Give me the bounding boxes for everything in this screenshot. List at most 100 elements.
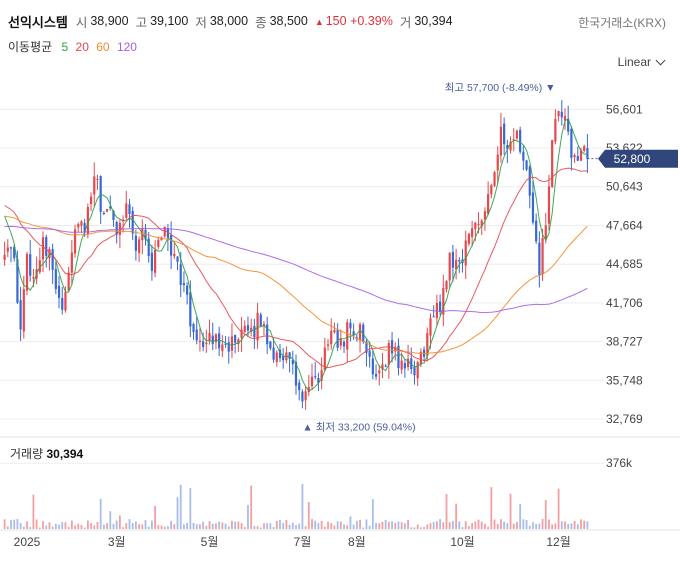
volume-bar	[224, 523, 227, 529]
ma-60-line	[4, 215, 588, 355]
volume-bar	[247, 505, 249, 529]
candle-body	[102, 212, 105, 214]
candle-body	[451, 251, 455, 268]
volume-bar	[61, 522, 64, 529]
volume-bar	[115, 520, 118, 529]
candle-body	[406, 358, 410, 367]
scale-selector[interactable]: Linear	[617, 55, 666, 69]
candle-body	[125, 203, 128, 218]
volume-bar	[362, 527, 365, 529]
volume-bar	[10, 519, 12, 529]
candle-body	[477, 224, 480, 226]
change-value: ▲ 150 +0.39%	[315, 14, 393, 28]
stock-name: 선익시스템	[8, 14, 68, 30]
ma-legend-60[interactable]: 60	[96, 40, 110, 54]
volume-bar	[452, 520, 454, 529]
volume-bar	[365, 519, 368, 529]
volume-bar	[221, 522, 224, 529]
candle-body	[310, 376, 314, 387]
volume-bar	[480, 521, 483, 529]
candle-body	[496, 154, 499, 171]
candle-body	[544, 225, 547, 239]
candle-body	[413, 367, 416, 376]
candle-body	[378, 370, 381, 374]
x-tick-label: 5월	[201, 535, 219, 549]
x-tick-label: 12월	[546, 535, 570, 549]
current-price-label: 52,800	[614, 152, 651, 166]
candle-body	[547, 186, 551, 224]
ma-20-line	[4, 167, 588, 369]
candle-body	[173, 253, 176, 257]
volume-bar	[67, 527, 70, 529]
volume-bar	[256, 526, 259, 529]
volume-bar	[532, 522, 534, 529]
candle-body	[503, 123, 506, 145]
volume-bar	[272, 526, 275, 529]
candle-body	[346, 322, 349, 350]
volume-bar	[99, 498, 102, 529]
volume-bar	[509, 493, 512, 529]
volume-bar	[131, 523, 134, 529]
volume-bar	[291, 522, 294, 529]
volume-bar	[45, 525, 48, 529]
volume-bar	[458, 521, 461, 529]
volume-bar	[333, 525, 336, 529]
candle-body	[198, 340, 202, 342]
candle-body	[499, 126, 503, 156]
scale-selector-label: Linear	[617, 55, 651, 69]
volume-bar	[327, 521, 329, 529]
candle-body	[150, 252, 154, 271]
volume-bar	[6, 526, 9, 529]
candle-body	[365, 341, 368, 353]
volume-bar	[426, 524, 429, 529]
volume-bar	[263, 523, 265, 529]
volume-bar	[179, 484, 182, 529]
volume-bar	[391, 521, 393, 529]
candle-body	[509, 141, 512, 151]
volume-bar	[387, 521, 390, 529]
volume-bar	[295, 525, 297, 529]
candle-body	[234, 334, 237, 343]
candle-body	[474, 222, 477, 230]
volume-bar	[106, 523, 108, 529]
ma-legend-5[interactable]: 5	[61, 40, 69, 54]
candle-body	[246, 325, 250, 331]
volume-bar	[522, 519, 525, 529]
volume-bar	[487, 526, 490, 529]
candle-body	[29, 254, 32, 276]
candle-body	[118, 222, 121, 235]
volume-bar	[407, 519, 409, 529]
volume-value: 30,394	[414, 14, 453, 28]
volume-ref-label: 376k	[606, 456, 633, 470]
candle-body	[480, 220, 483, 227]
volume-bar	[54, 523, 57, 529]
volume-bar	[243, 527, 246, 529]
volume-bar	[439, 519, 441, 529]
candle-body	[445, 281, 448, 290]
volume-bar	[298, 523, 301, 529]
ma-legend-120[interactable]: 120	[116, 40, 137, 54]
volume-bar	[323, 526, 326, 529]
candle-body	[105, 209, 109, 212]
volume-bar	[58, 524, 60, 529]
volume-bar	[160, 525, 163, 529]
volume-bar	[304, 526, 307, 529]
volume-bar	[448, 522, 451, 529]
volume-bar	[496, 524, 499, 529]
ma-legend-20[interactable]: 20	[75, 40, 89, 54]
candle-body	[115, 221, 118, 235]
candle-body	[371, 358, 374, 375]
candle-body	[141, 228, 144, 241]
volume-bar	[564, 521, 566, 529]
volume-bar	[102, 524, 105, 529]
candle-body	[64, 291, 67, 311]
ma-5-line	[4, 118, 588, 392]
volume-bar	[231, 520, 233, 529]
volume-bar	[266, 523, 269, 529]
volume-bar	[516, 521, 518, 529]
volume-bar	[74, 525, 76, 529]
volume-bar	[419, 527, 422, 529]
volume-bar	[397, 521, 400, 529]
volume-bar	[349, 516, 352, 529]
